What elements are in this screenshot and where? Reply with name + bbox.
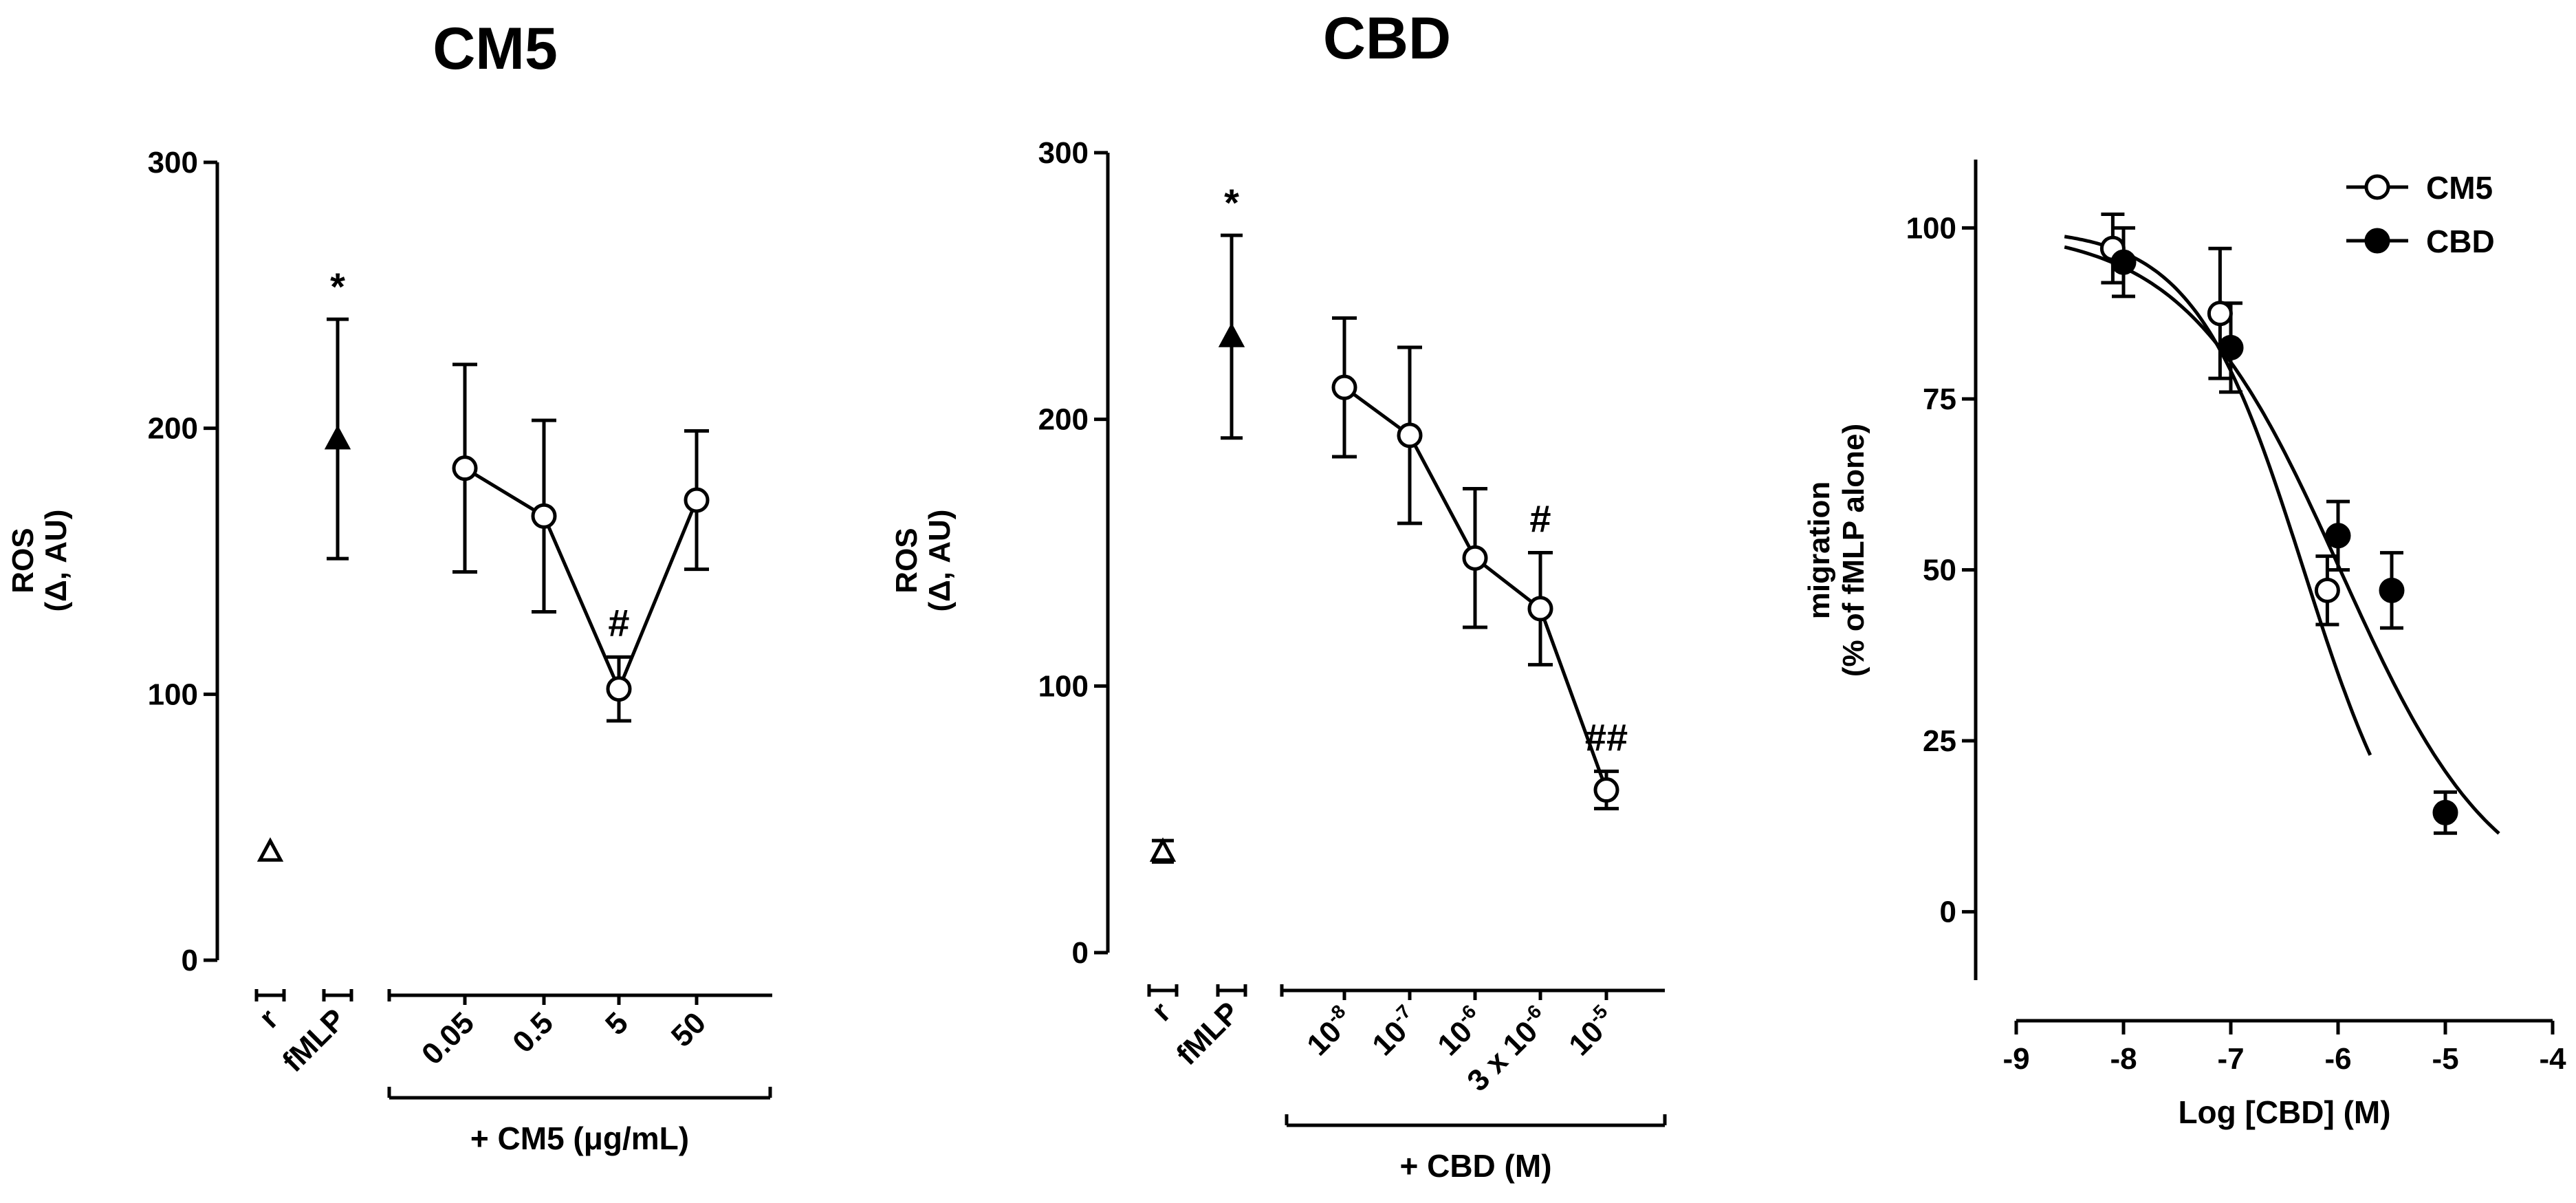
legend-marker	[2364, 174, 2390, 200]
legend-marker	[2364, 228, 2390, 254]
dose-marker	[531, 503, 557, 529]
data-point-cbd	[2110, 249, 2137, 275]
y-tick-label: 300	[148, 146, 198, 180]
significance-asterisk: *	[330, 265, 345, 308]
panel-title: CM5	[433, 16, 558, 82]
legend-label: CBD	[2426, 224, 2495, 259]
significance-hash: ##	[1585, 715, 1628, 759]
y-tick-label: 100	[1906, 211, 1956, 245]
dose-group-label: + CBD (M)	[1399, 1148, 1551, 1184]
dose-tick-label: 10-5	[1560, 1001, 1622, 1063]
data-point-cm5	[2207, 301, 2233, 327]
dose-tick-label: 10-7	[1364, 1001, 1426, 1063]
control-label: fMLP	[1170, 995, 1246, 1072]
dose-marker	[684, 487, 710, 513]
data-point-cm5	[2314, 577, 2340, 603]
y-axis-label-line2: (% of fMLP alone)	[1837, 424, 1870, 677]
y-tick-label: 25	[1923, 724, 1956, 758]
dose-marker	[606, 676, 632, 702]
y-axis-label-line2: (Δ, AU)	[39, 510, 73, 612]
control-marker-resting	[1149, 837, 1177, 862]
y-tick-label: 0	[182, 944, 198, 977]
dose-tick-label: 5	[599, 1006, 635, 1041]
data-point-cbd	[2432, 799, 2458, 825]
control-tick-bracket	[1216, 984, 1247, 997]
dose-group-bracket	[1285, 1114, 1667, 1127]
significance-hash: #	[1529, 497, 1551, 541]
control-marker-fmlp	[324, 424, 351, 450]
dose-group-bracket	[387, 1087, 772, 1100]
x-tick-label: -4	[2539, 1042, 2566, 1076]
y-tick-label: 200	[1038, 403, 1089, 437]
data-point-cbd	[2325, 523, 2351, 549]
x-tick-label: -9	[2002, 1042, 2029, 1076]
ros-panel-1: CM5 0 100 200 300 ROS (Δ, AU) r * fMLP #0.05 0.5 5 50…	[6, 16, 772, 1156]
migration-panel: 0 25 50 75 100 -9 -8 -7 -6 -5 -4 Log [CBD] (M) migra…	[1802, 160, 2566, 1130]
y-tick-label: 0	[1072, 936, 1089, 970]
y-tick-label: 300	[1038, 136, 1089, 170]
dose-marker	[1593, 777, 1619, 803]
dose-tick-label: 10-8	[1298, 1001, 1360, 1063]
x-tick-label: -5	[2432, 1042, 2458, 1076]
y-tick-label: 100	[1038, 669, 1089, 703]
y-axis-label-line1: ROS	[890, 528, 924, 593]
data-point-cbd	[2379, 577, 2405, 603]
y-tick-label: 50	[1923, 554, 1956, 587]
y-tick-label: 200	[148, 412, 198, 446]
dose-tick-label: 50	[665, 1006, 712, 1053]
dose-tick-label: 0.5	[506, 1006, 560, 1059]
significance-asterisk: *	[1224, 181, 1239, 224]
x-tick-label: -7	[2217, 1042, 2244, 1076]
y-axis-label-line1: ROS	[6, 528, 40, 593]
control-tick-bracket	[322, 989, 353, 1001]
dose-marker	[1397, 422, 1423, 448]
dose-tick-base: 3 x 10	[1461, 1015, 1544, 1098]
legend: CM5 CBD	[2346, 170, 2495, 259]
x-axis-label: Log [CBD] (M)	[2178, 1094, 2390, 1130]
y-axis-label-line2: (Δ, AU)	[923, 510, 957, 612]
control-tick-bracket	[254, 989, 286, 1001]
control-label: r	[1145, 995, 1177, 1028]
control-marker-fmlp	[1218, 323, 1245, 347]
y-axis-label-line1: migration	[1802, 481, 1836, 619]
control-label: fMLP	[276, 1002, 352, 1079]
control-label: r	[252, 1002, 285, 1034]
dose-marker	[1527, 596, 1553, 622]
significance-hash: #	[608, 601, 629, 644]
dose-marker	[1331, 374, 1357, 400]
y-tick-label: 100	[148, 678, 198, 711]
dose-marker	[1462, 545, 1488, 571]
data-point-cbd	[2218, 334, 2244, 360]
x-tick-label: -6	[2324, 1042, 2351, 1076]
dose-group-label: + CM5 (μg/mL)	[470, 1120, 689, 1156]
dose-response-line	[463, 466, 699, 694]
legend-label: CM5	[2426, 170, 2493, 206]
y-tick-label: 75	[1923, 382, 1956, 416]
dose-tick-label: 0.05	[415, 1006, 481, 1071]
control-tick-bracket	[1147, 984, 1179, 997]
y-tick-label: 0	[1940, 896, 1956, 929]
x-tick-label: -8	[2110, 1042, 2137, 1076]
fit-curve-cbd	[2064, 245, 2500, 835]
control-marker-resting	[256, 837, 284, 862]
panel-title: CBD	[1323, 6, 1451, 72]
dose-marker	[452, 455, 478, 481]
